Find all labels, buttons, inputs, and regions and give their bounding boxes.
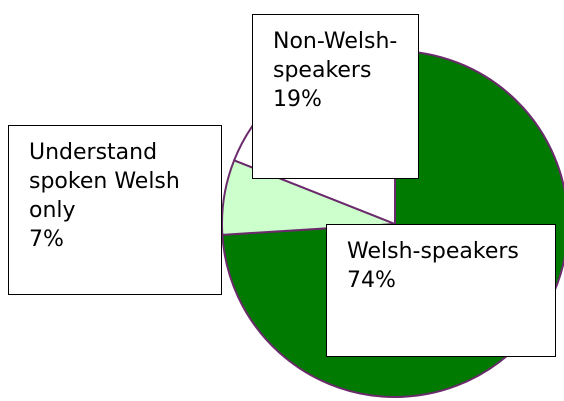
slice-label: Understand spoken Welsh only 7%	[8, 125, 222, 295]
value-label: 7%	[29, 227, 64, 252]
category-label: Understand spoken Welsh only	[29, 140, 180, 223]
category-label: Non-Welsh-speakers	[273, 29, 398, 83]
category-label: Welsh-speakers	[347, 239, 519, 264]
slice-label: Non-Welsh-speakers 19%	[252, 14, 419, 179]
slice-label: Welsh-speakers 74%	[326, 224, 556, 357]
value-label: 74%	[347, 268, 396, 293]
value-label: 19%	[273, 87, 322, 112]
